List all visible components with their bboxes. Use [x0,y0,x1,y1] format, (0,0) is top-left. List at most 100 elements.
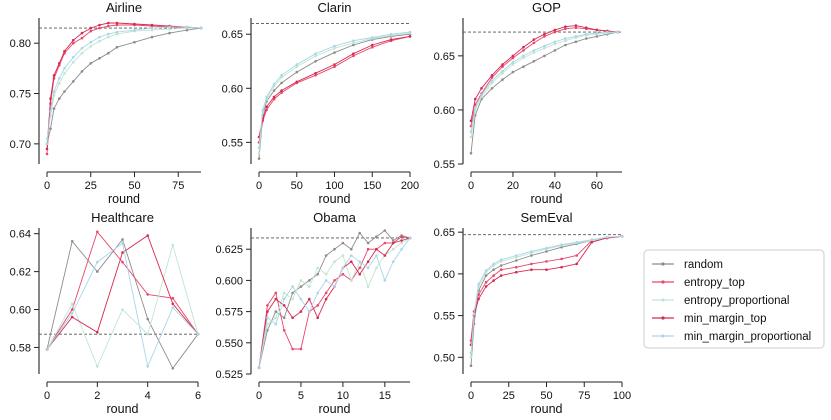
panel-title: Airline [106,0,142,15]
data-point [316,266,320,270]
data-point [265,95,268,99]
data-point [185,25,189,29]
data-point [333,47,336,50]
data-point [595,35,599,38]
data-point [115,45,119,49]
data-point [501,63,504,66]
data-point [121,251,124,254]
data-point [314,71,317,75]
data-point [522,56,525,60]
data-point [280,76,283,79]
data-point [257,151,261,155]
data-point [574,26,578,30]
panel-title: Obama [313,210,356,225]
data-point [469,351,473,355]
data-point [70,308,74,311]
data-point [316,304,320,307]
legend-box [643,249,825,349]
data-point [280,91,283,94]
data-point [499,264,503,267]
series-line [470,27,618,127]
data-point [515,265,518,269]
data-point [150,23,154,27]
x-tick-label: 75 [172,180,184,192]
panel-gop: GOP 0.55 0.60 0.65 0 20 40 60 round [434,0,622,206]
data-point [265,105,268,108]
data-point [274,297,278,301]
data-point [553,30,557,34]
data-point [532,49,536,52]
data-point [352,54,355,58]
data-point [171,302,175,306]
series-entropy-top [45,230,200,351]
data-point [530,250,533,253]
data-point [511,61,515,64]
data-point [96,260,99,264]
data-point [171,306,175,309]
data-point [595,28,599,32]
data-point [115,21,119,25]
data-point [358,231,362,235]
legend-label: random [684,259,723,271]
data-point [501,69,504,73]
data-point [133,22,136,26]
series-line [46,22,202,149]
legend-entry-min-margin-proportional: min_margin_proportional [652,331,811,343]
data-point [585,37,588,40]
series-line [46,24,201,154]
panel-obama: Obama 0.525 0.550 0.575 0.600 0.625 0 5 10 15 roun… [215,210,412,416]
data-point [366,266,370,270]
data-point [98,35,101,39]
data-point [146,234,149,237]
data-point [295,70,299,74]
data-point [52,90,56,93]
data-point [350,260,353,264]
data-point [473,106,477,110]
series-line [258,33,411,159]
legend-marker [661,262,665,266]
data-point [543,35,546,38]
data-point [408,35,412,38]
data-point [316,272,320,276]
data-point [146,365,149,368]
data-point [371,45,374,49]
series-line [470,31,618,132]
data-point [532,51,536,54]
data-point [469,119,473,122]
data-point [107,32,110,36]
data-point [80,46,84,50]
data-point [89,62,93,65]
x-tick-label: 10 [337,390,349,402]
data-point [564,25,567,29]
panel-title: SemEval [520,210,572,225]
data-point [314,74,317,77]
data-point [70,312,74,315]
data-point [366,260,370,264]
data-point [490,76,494,79]
data-point [484,280,488,284]
legend-entry-random: random [652,259,723,271]
data-point [358,260,362,264]
data-point [375,247,378,251]
data-point [96,230,99,234]
y-tick-label: 0.65 [222,29,243,41]
data-point [168,27,171,31]
data-point [564,27,567,31]
data-point [70,240,74,243]
data-point [333,260,336,264]
data-point [400,247,403,251]
x-tick-label: 15 [379,390,391,402]
data-point [553,42,557,46]
data-point [522,45,525,49]
legend-entry-entropy-proportional: entropy_proportional [652,295,790,307]
x-tick-label: 50 [540,390,552,402]
data-point [266,304,269,307]
data-point [324,279,328,282]
series-min-margin-proportional [469,235,624,355]
data-point [333,51,336,54]
data-point [371,36,374,39]
data-point [545,260,548,263]
data-point [366,241,370,245]
x-tick-label: 2 [94,390,100,402]
series-entropy-top [469,26,620,128]
